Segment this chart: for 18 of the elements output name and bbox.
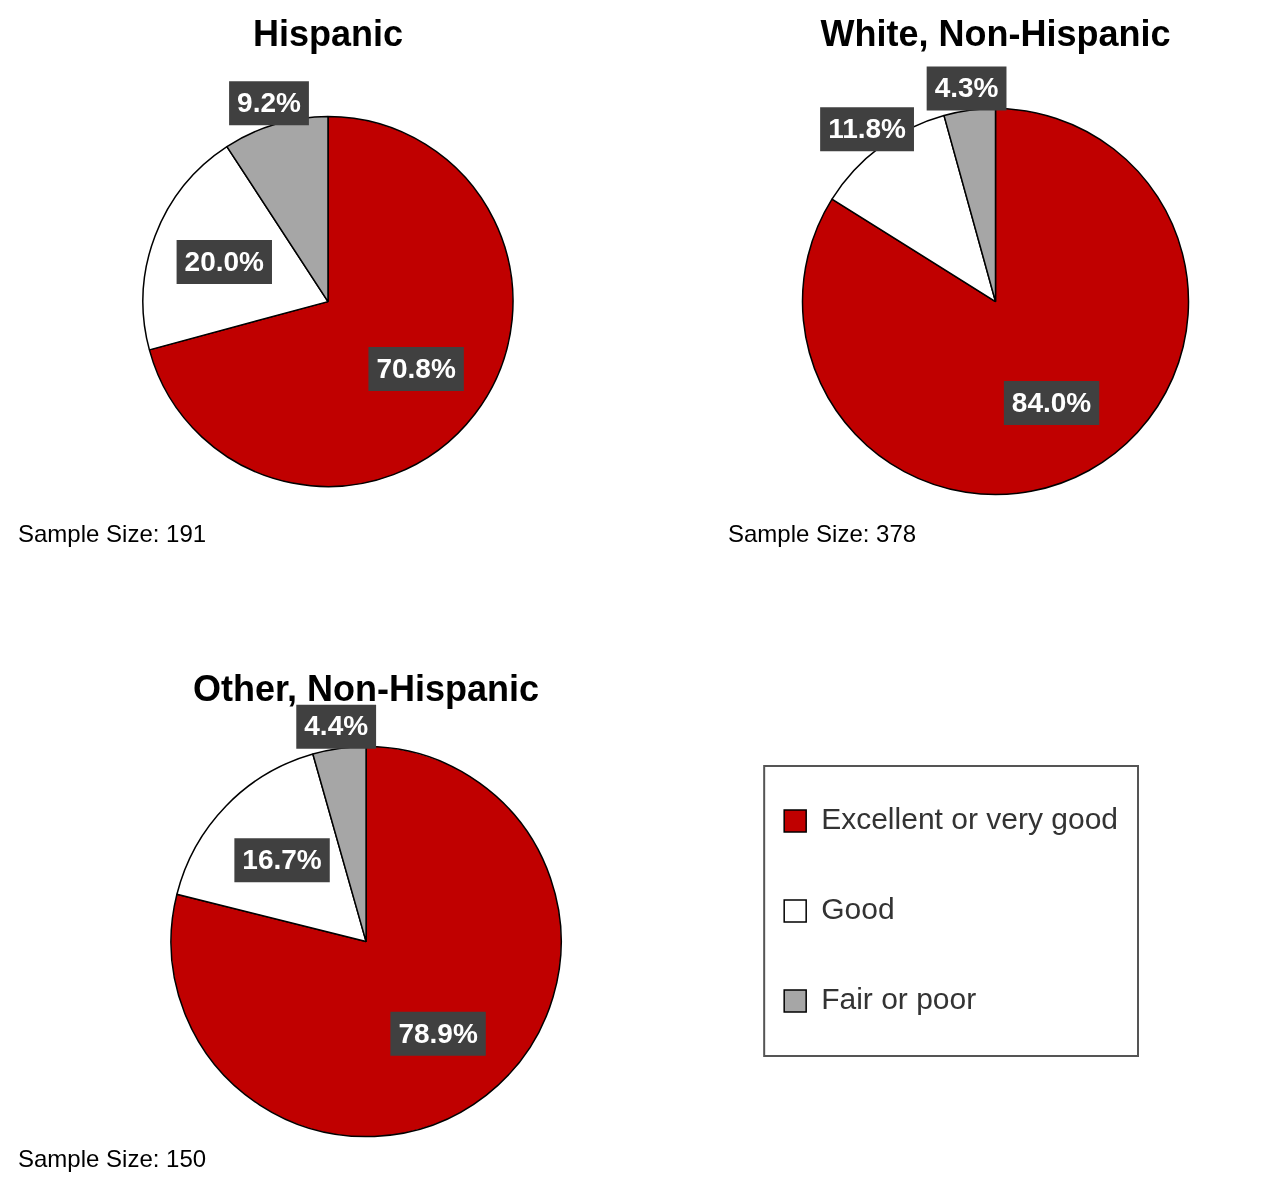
text: Sample Size: 378 <box>728 520 917 548</box>
data-label: 70.8% <box>376 352 456 384</box>
data-label: 9.2% <box>237 86 302 118</box>
data-label: 11.8% <box>828 112 907 144</box>
chart-title: Hispanic <box>252 12 404 54</box>
legend-label: Excellent or very good <box>821 802 1119 836</box>
chart-title: White, Non-Hispanic <box>820 12 1171 54</box>
text: Sample Size: 150 <box>18 1145 207 1173</box>
data-label: 78.9% <box>398 1017 478 1049</box>
data-label: 16.7% <box>242 843 322 875</box>
legend-label: Fair or poor <box>821 982 977 1016</box>
data-label: 4.4% <box>304 710 369 742</box>
data-label: 84.0% <box>1011 386 1092 418</box>
legend-label: Good <box>821 892 895 926</box>
data-label: 20.0% <box>184 245 265 277</box>
text: Sample Size: 191 <box>18 520 207 548</box>
chart-title: Other, Non-Hispanic <box>193 667 540 709</box>
data-label: 4.3% <box>934 72 999 104</box>
